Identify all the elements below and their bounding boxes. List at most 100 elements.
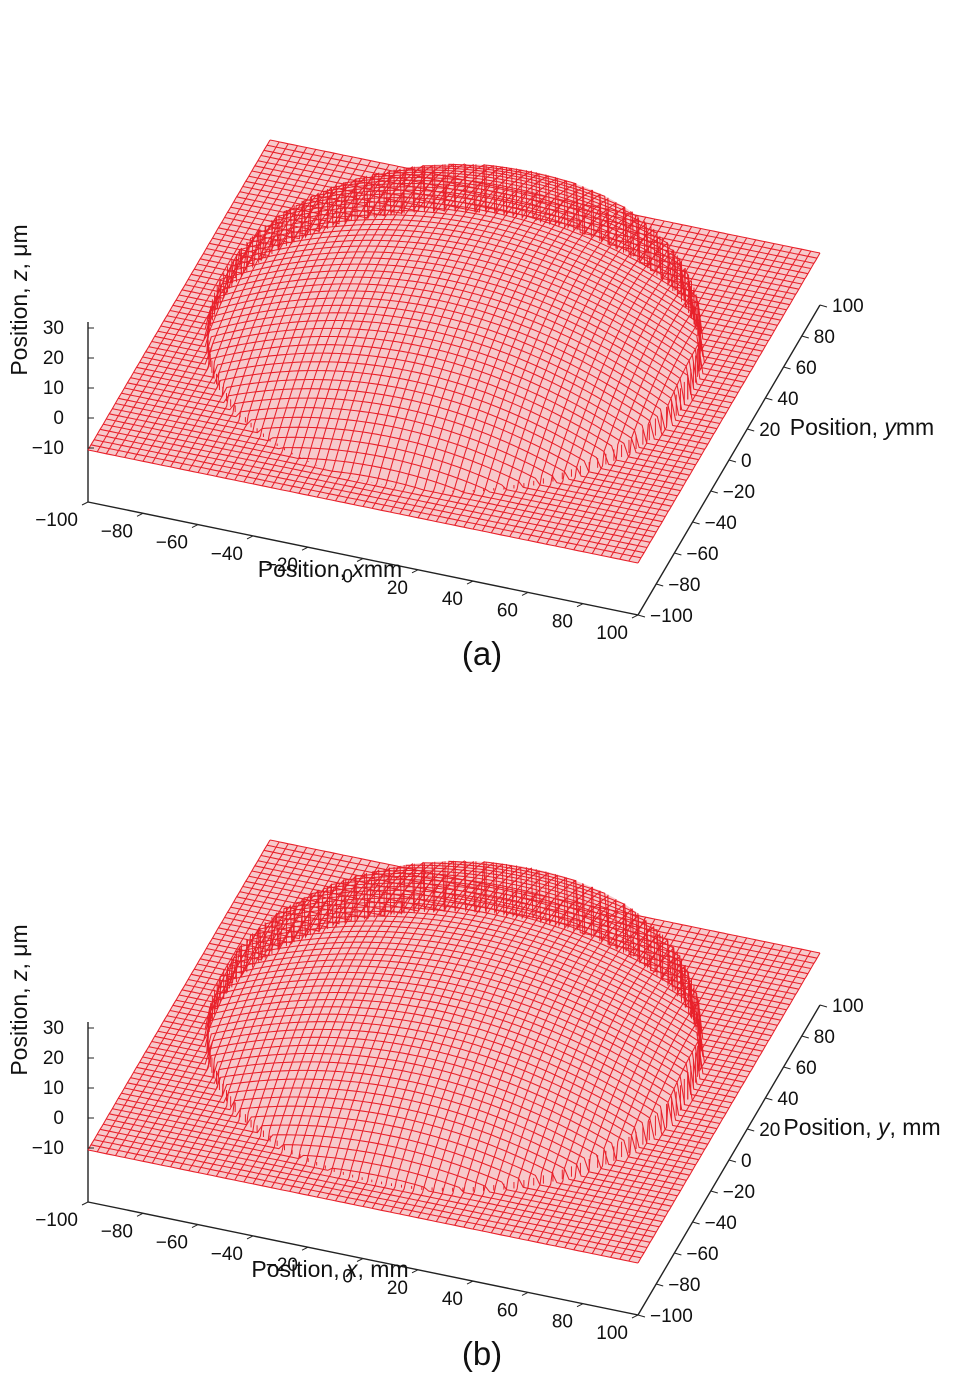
mesh-line-y	[130, 1077, 681, 1192]
y-tick-label: 40	[777, 389, 798, 410]
y-tick-label: −100	[650, 1306, 693, 1327]
mesh-line-y	[151, 1021, 702, 1156]
y-tick-mark	[747, 428, 755, 432]
mesh-line-y	[163, 290, 714, 435]
y-tick-mark	[656, 1283, 664, 1287]
tick-labels-a: −100−80−60−40−20020406080100−100−80−60−4…	[32, 296, 864, 644]
y-axis-title: Position, ymm	[790, 414, 934, 440]
mesh-line-y	[269, 839, 821, 954]
z-axis-title-suffix: , μm	[6, 224, 32, 269]
mesh-line-y	[254, 861, 805, 980]
y-tick-label: −80	[668, 575, 700, 596]
mesh-line-y	[224, 886, 775, 1032]
y-tick-label: −60	[686, 544, 718, 565]
x-tick-mark	[576, 1303, 584, 1308]
z-tick-label: 20	[43, 1048, 64, 1069]
y-axis-title-var: y	[876, 1114, 891, 1140]
y-tick-mark	[692, 1221, 700, 1225]
mesh-line-y	[184, 947, 736, 1099]
x-tick-mark	[576, 603, 584, 608]
mesh-line-y	[106, 1118, 657, 1233]
mesh-line-y	[124, 1087, 675, 1202]
mesh-line-y	[169, 978, 721, 1125]
y-tick-label: −40	[705, 1213, 737, 1234]
mesh-line-y	[263, 849, 815, 964]
mesh-line-y	[239, 869, 790, 1006]
mesh-line-y	[187, 239, 739, 394]
x-tick-mark	[356, 1258, 364, 1262]
y-tick-mark	[637, 1314, 646, 1318]
mesh-line-y	[178, 257, 730, 409]
x-tick-label: 100	[596, 1323, 628, 1344]
mesh-line-y	[181, 251, 733, 404]
x-tick-label: −60	[156, 533, 188, 554]
x-tick-label: 0	[342, 567, 353, 588]
surface-wall-b	[207, 860, 701, 1192]
x-tick-label: 20	[387, 1278, 408, 1299]
z-tick-label: 30	[43, 1018, 64, 1039]
x-tick-label: −60	[156, 1233, 188, 1254]
mesh-line-y	[99, 428, 651, 543]
mesh-line-y	[142, 1044, 693, 1171]
y-tick-mark	[692, 521, 700, 525]
mesh-line-y	[163, 991, 714, 1135]
mesh-line-y	[245, 864, 796, 995]
x-axis-title: Position, x, mm	[251, 1256, 408, 1282]
y-tick-mark	[765, 397, 773, 401]
mesh-line-y	[118, 397, 669, 512]
y-tick-label: 20	[759, 420, 780, 441]
mesh-line-y	[109, 413, 660, 528]
mesh-line-y	[166, 283, 718, 430]
y-tick-mark	[801, 1035, 809, 1039]
x-tick-mark	[301, 1246, 309, 1251]
y-tick-mark	[656, 583, 664, 587]
x-tick-mark	[466, 1280, 474, 1285]
x-tick-mark	[631, 1314, 639, 1319]
x-tick-mark	[136, 1212, 144, 1217]
z-axis-title-suffix: , μm	[6, 924, 32, 969]
z-axis-title-var: z	[6, 969, 32, 982]
z-axis-title-var: z	[6, 269, 32, 282]
surface-mesh-b	[87, 839, 821, 1264]
mesh-line-y	[184, 245, 736, 399]
mesh-line-y	[121, 392, 672, 507]
x-tick-mark	[136, 512, 144, 517]
panel-caption: (b)	[462, 1335, 502, 1372]
y-tick-label: 60	[796, 1058, 817, 1079]
z-tick-label: 0	[53, 408, 64, 429]
x-axis-title-suffix: , mm	[358, 1256, 409, 1282]
surface-plot-b: −100−80−60−40−20020406080100−100−80−60−4…	[6, 839, 941, 1372]
mesh-line-y	[197, 223, 748, 378]
x-tick-mark	[411, 569, 419, 574]
mesh-line-y	[200, 920, 751, 1073]
x-tick-label: −100	[35, 510, 78, 531]
y-tick-mark	[637, 614, 646, 618]
mesh-line-y	[212, 901, 763, 1052]
chart-panel-b: −100 −80 −60 −40 −20 0 20 40 60 80 100 −100 −80 −60 −4…	[0, 700, 972, 1385]
mesh-line-y	[142, 344, 693, 471]
mesh-line-y	[93, 1139, 645, 1254]
mesh-line-y	[263, 149, 815, 264]
x-tick-mark	[81, 1201, 89, 1206]
mesh-line-y	[166, 985, 718, 1130]
z-tick-label: −10	[32, 1138, 64, 1159]
mesh-line-y	[112, 1108, 663, 1223]
mesh-line-y	[248, 165, 799, 290]
y-tick-label: 100	[832, 996, 864, 1017]
y-tick-label: −20	[723, 1182, 755, 1203]
mesh-line-y	[248, 862, 799, 990]
x-tick-label: 40	[442, 1289, 463, 1310]
mesh-line-y	[90, 444, 642, 559]
y-tick-label: 40	[777, 1089, 798, 1110]
y-tick-mark	[819, 304, 828, 308]
z-tick-label: 0	[53, 1108, 64, 1129]
x-tick-label: 100	[596, 623, 628, 644]
y-axis-title-suffix: mm	[896, 414, 934, 440]
mesh-line-y	[136, 361, 687, 481]
x-tick-label: −20	[266, 1255, 298, 1276]
x-axis-title-prefix: Position,	[251, 1256, 346, 1282]
mesh-line-y	[169, 276, 721, 425]
x-tick-mark	[246, 535, 254, 540]
z-axis-title-prefix: Position,	[6, 281, 32, 376]
mesh-line-y	[242, 867, 793, 1001]
